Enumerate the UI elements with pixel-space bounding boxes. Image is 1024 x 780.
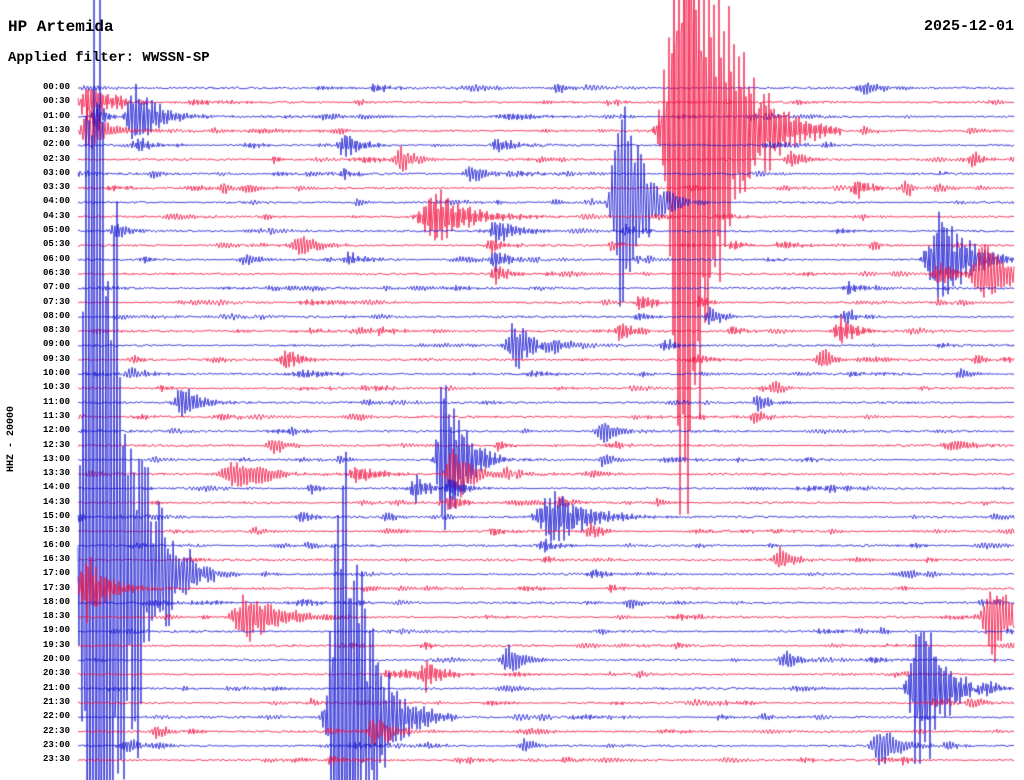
record-date: 2025-12-01 bbox=[923, 18, 1014, 35]
time-label-0100: 01:00 bbox=[42, 110, 70, 121]
time-label-1030: 10:30 bbox=[42, 382, 70, 393]
time-label-2300: 23:00 bbox=[42, 739, 70, 750]
time-label-1800: 18:00 bbox=[42, 596, 70, 607]
time-label-1900: 19:00 bbox=[42, 625, 70, 636]
time-label-0830: 08:30 bbox=[42, 325, 70, 336]
time-label-1700: 17:00 bbox=[42, 568, 70, 579]
time-label-0330: 03:30 bbox=[42, 182, 70, 193]
time-label-2200: 22:00 bbox=[42, 711, 70, 722]
time-label-0630: 06:30 bbox=[42, 267, 70, 278]
time-label-0230: 02:30 bbox=[42, 153, 70, 164]
time-label-1230: 12:30 bbox=[42, 439, 70, 450]
time-label-0400: 04:00 bbox=[42, 196, 70, 207]
time-label-1930: 19:30 bbox=[42, 639, 70, 650]
time-label-0730: 07:30 bbox=[42, 296, 70, 307]
time-label-2130: 21:30 bbox=[42, 696, 70, 707]
time-label-1100: 11:00 bbox=[42, 396, 70, 407]
time-label-1300: 13:00 bbox=[42, 453, 70, 464]
station-title: HP Artemida bbox=[8, 18, 114, 36]
time-label-0530: 05:30 bbox=[42, 239, 70, 250]
time-label-1630: 16:30 bbox=[42, 553, 70, 564]
time-label-1500: 15:00 bbox=[42, 511, 70, 521]
time-label-2030: 20:30 bbox=[42, 668, 70, 679]
time-label-2230: 22:30 bbox=[42, 725, 70, 736]
time-label-0030: 00:30 bbox=[42, 96, 70, 107]
time-label-0500: 05:00 bbox=[42, 225, 70, 235]
time-label-1130: 11:30 bbox=[42, 410, 70, 421]
time-label-1330: 13:30 bbox=[42, 468, 70, 479]
time-label-0300: 03:00 bbox=[42, 167, 70, 178]
time-label-1830: 18:30 bbox=[42, 611, 70, 622]
time-label-0800: 08:00 bbox=[42, 310, 70, 321]
time-label-1000: 10:00 bbox=[42, 368, 70, 378]
time-label-0930: 09:30 bbox=[42, 353, 70, 364]
time-label-2100: 21:00 bbox=[42, 682, 70, 693]
time-label-1430: 14:30 bbox=[42, 496, 70, 507]
time-label-2000: 20:00 bbox=[42, 654, 70, 664]
time-label-0130: 01:30 bbox=[42, 124, 70, 135]
time-label-1400: 14:00 bbox=[42, 482, 70, 493]
time-label-2330: 23:30 bbox=[42, 754, 70, 765]
time-label-1600: 16:00 bbox=[42, 539, 70, 550]
time-label-1730: 17:30 bbox=[42, 582, 70, 593]
time-label-0600: 06:00 bbox=[42, 253, 70, 264]
time-label-0900: 09:00 bbox=[42, 339, 70, 350]
time-label-0200: 02:00 bbox=[42, 139, 70, 150]
time-label-0000: 00:00 bbox=[42, 82, 70, 92]
time-label-0700: 07:00 bbox=[42, 282, 70, 293]
applied-filter-label: Applied filter: WWSSN-SP bbox=[8, 50, 210, 66]
time-label-column: 00:00 00:30 01:00 01:30 02:00 02:30 03:00 03:30… bbox=[0, 0, 70, 780]
time-label-1200: 12:00 bbox=[42, 425, 70, 436]
time-label-0430: 04:30 bbox=[42, 210, 70, 221]
time-label-1530: 15:30 bbox=[42, 525, 70, 536]
